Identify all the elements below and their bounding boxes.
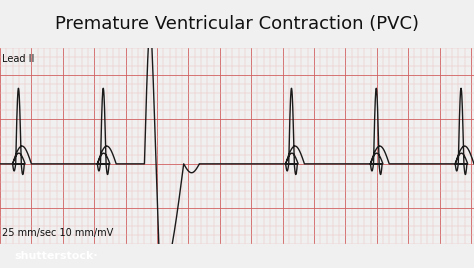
Text: Premature Ventricular Contraction (PVC): Premature Ventricular Contraction (PVC) bbox=[55, 15, 419, 33]
Text: Lead II: Lead II bbox=[2, 54, 35, 64]
Text: 25 mm/sec 10 mm/mV: 25 mm/sec 10 mm/mV bbox=[2, 228, 114, 238]
Text: shutterstock·: shutterstock· bbox=[14, 251, 98, 261]
